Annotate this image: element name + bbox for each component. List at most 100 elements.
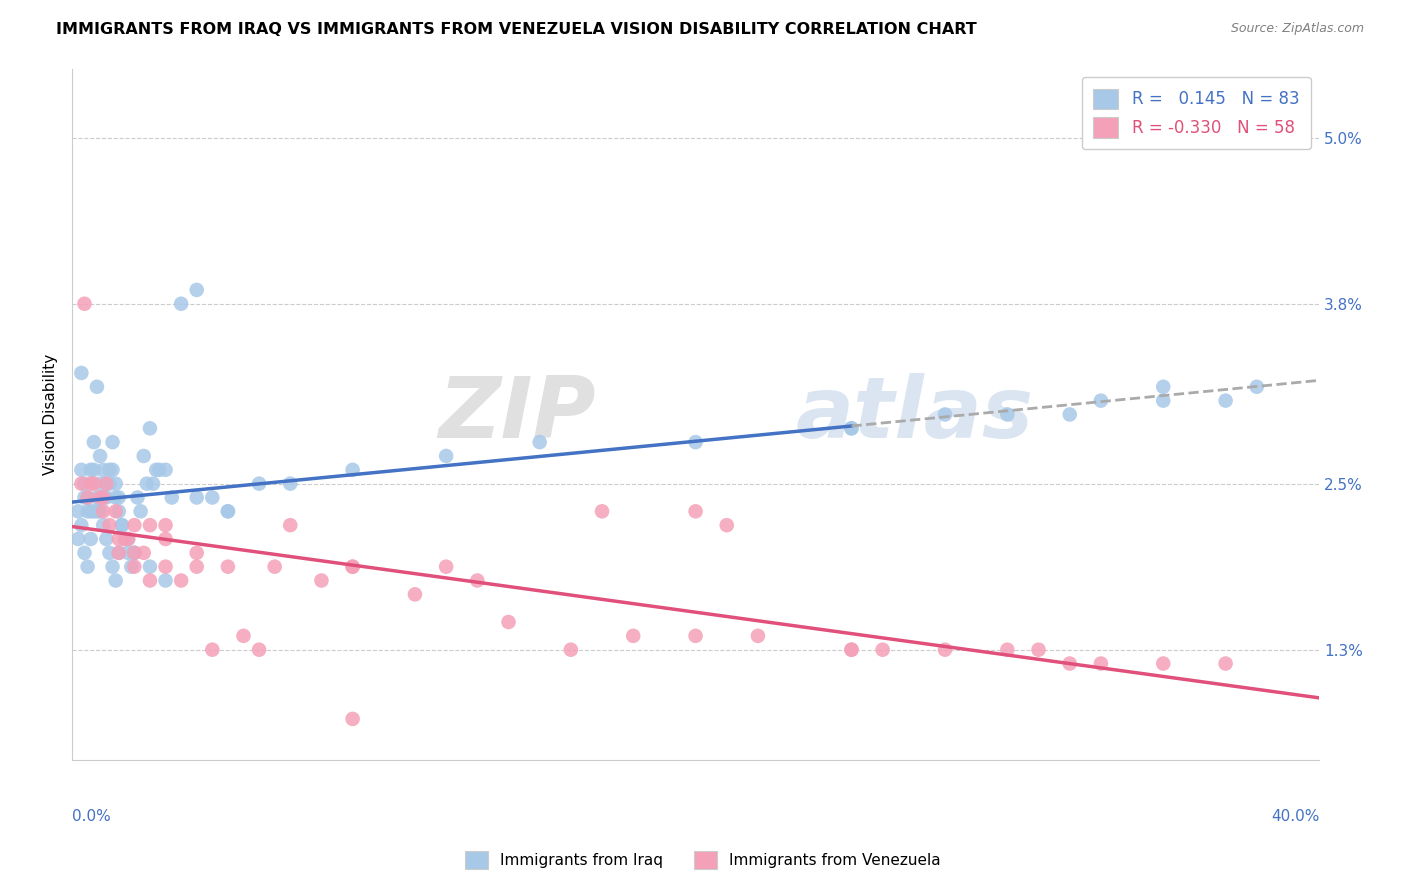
Point (76, 491, 98, 505)
Point (247, 476, 270, 491)
Point (404, 587, 426, 601)
Point (83, 504, 105, 518)
Point (107, 491, 129, 505)
Point (1059, 408, 1081, 422)
Point (96, 476, 118, 491)
Point (98, 518, 121, 533)
Point (70, 476, 93, 491)
Point (80, 476, 103, 491)
Point (132, 449, 155, 463)
Point (114, 532, 136, 546)
Point (841, 642, 863, 657)
Point (1215, 393, 1237, 408)
Point (76, 559, 98, 574)
Point (139, 559, 162, 574)
Point (1090, 657, 1112, 671)
Point (139, 574, 162, 588)
Point (107, 532, 129, 546)
Point (73, 546, 96, 560)
Point (170, 574, 193, 588)
Point (67, 504, 90, 518)
Point (1215, 657, 1237, 671)
Point (83, 476, 105, 491)
Point (1028, 642, 1050, 657)
Point (135, 476, 157, 491)
Point (70, 518, 93, 533)
Point (91, 518, 114, 533)
Point (142, 476, 165, 491)
Point (80, 532, 103, 546)
Point (70, 463, 93, 477)
Point (73, 491, 96, 505)
Point (170, 297, 193, 311)
Point (560, 642, 582, 657)
Point (685, 435, 707, 450)
Point (247, 642, 270, 657)
Point (107, 546, 129, 560)
Point (111, 518, 134, 533)
Point (934, 642, 956, 657)
Point (934, 408, 956, 422)
Point (1152, 393, 1174, 408)
Point (716, 518, 738, 533)
Point (342, 463, 364, 477)
Point (96, 476, 118, 491)
Point (145, 463, 167, 477)
Point (155, 463, 177, 477)
Point (83, 463, 105, 477)
Point (124, 546, 146, 560)
Point (104, 504, 127, 518)
Point (111, 518, 134, 533)
Point (841, 421, 863, 435)
Point (89, 504, 111, 518)
Point (132, 546, 155, 560)
Point (995, 408, 1018, 422)
Point (124, 518, 146, 533)
Point (155, 518, 177, 533)
Point (91, 463, 114, 477)
Point (73, 476, 96, 491)
Point (160, 491, 183, 505)
Point (86, 491, 108, 505)
Point (89, 491, 111, 505)
Point (342, 559, 364, 574)
Point (232, 629, 254, 643)
Point (120, 559, 142, 574)
Point (217, 504, 239, 518)
Point (104, 491, 127, 505)
Point (98, 476, 121, 491)
Point (76, 491, 98, 505)
Point (117, 532, 139, 546)
Point (685, 629, 707, 643)
Point (107, 546, 129, 560)
Point (841, 642, 863, 657)
Point (186, 546, 208, 560)
Point (80, 504, 103, 518)
Text: Source: ZipAtlas.com: Source: ZipAtlas.com (1230, 22, 1364, 36)
Point (529, 435, 551, 450)
Point (80, 463, 103, 477)
Point (96, 532, 118, 546)
Point (186, 491, 208, 505)
Point (98, 546, 121, 560)
Point (201, 491, 224, 505)
Point (747, 629, 769, 643)
Point (127, 491, 149, 505)
Text: 0.0%: 0.0% (72, 809, 111, 824)
Point (73, 297, 96, 311)
Point (591, 504, 613, 518)
Y-axis label: Vision Disability: Vision Disability (44, 354, 58, 475)
Point (434, 449, 457, 463)
Point (841, 421, 863, 435)
Legend: R =   0.145   N = 83, R = -0.330   N = 58: R = 0.145 N = 83, R = -0.330 N = 58 (1081, 77, 1310, 149)
Point (342, 712, 364, 726)
Text: ZIP: ZIP (439, 373, 596, 456)
Point (155, 559, 177, 574)
Point (278, 518, 301, 533)
Point (117, 532, 139, 546)
Point (1246, 380, 1268, 394)
Point (129, 504, 152, 518)
Point (1090, 393, 1112, 408)
Point (1152, 657, 1174, 671)
Point (139, 421, 162, 435)
